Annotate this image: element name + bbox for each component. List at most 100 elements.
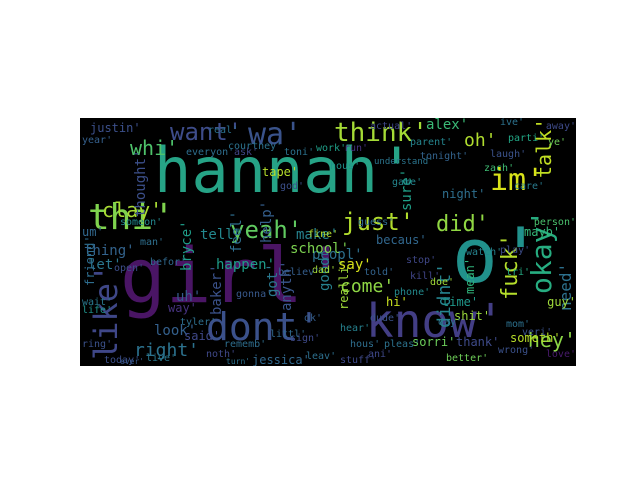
cloud-word: time' [442, 295, 479, 309]
cloud-word: want' [170, 118, 243, 146]
cloud-word: tri' [506, 267, 531, 278]
cloud-word: god' [280, 181, 305, 192]
cloud-word: wrong' [498, 345, 535, 356]
cloud-word: oh' [464, 130, 497, 151]
cloud-word: becaus' [376, 233, 427, 247]
cloud-word: girl' [120, 231, 349, 320]
cloud-word: yeah' [230, 216, 303, 244]
cloud-word: did' [436, 212, 489, 237]
cloud-word: school' [290, 241, 350, 257]
cloud-word: parti' [508, 133, 545, 144]
cloud-word: ani' [368, 349, 393, 360]
cloud-word: dont' [206, 305, 321, 349]
cloud-word: leav' [306, 351, 337, 362]
cloud-word: hey' [527, 328, 576, 352]
cloud-word: gonna' [236, 289, 273, 300]
cloud-word: realli' [337, 259, 351, 311]
cloud-word: baker' [209, 264, 225, 315]
cloud-word: let' [88, 257, 122, 273]
cloud-word: noth' [206, 349, 237, 360]
cloud-word: turn' [226, 357, 251, 366]
cloud-word: believ' [278, 267, 321, 278]
cloud-word: courtney' [228, 141, 283, 152]
cloud-word: play' [500, 245, 531, 256]
cloud-word: guess' [358, 217, 395, 228]
cloud-word: shit' [454, 309, 491, 323]
cloud-word: zach' [484, 163, 515, 174]
cloud-word: tell' [200, 227, 243, 243]
cloud-word: come' [340, 276, 395, 297]
cloud-word: know' [366, 294, 505, 348]
cloud-word: justin' [90, 121, 141, 135]
cloud-word: toni' [284, 147, 315, 158]
cloud-word: help' [259, 200, 275, 243]
cloud-word: love' [545, 349, 576, 360]
cloud-word: clay' [102, 198, 163, 222]
cloud-word: thank' [456, 335, 500, 349]
cloud-word: hi' [386, 295, 408, 309]
cloud-word: tonight' [420, 151, 469, 162]
cloud-word: ask' [234, 147, 259, 158]
cloud-word: mom' [506, 319, 531, 330]
cloud-word: thought' [133, 149, 149, 217]
cloud-word: better' [446, 353, 489, 364]
cloud-word: rememb' [224, 339, 267, 350]
cloud-word: laugh' [490, 149, 527, 160]
cloud-word: said' [184, 329, 221, 343]
cloud-word: ok' [304, 313, 323, 324]
cloud-word: ive' [500, 118, 525, 128]
cloud-word: told' [364, 267, 395, 278]
cloud-word: ye' [548, 137, 567, 148]
cloud-word: away' [545, 121, 576, 132]
cloud-word: live' [146, 353, 177, 364]
cloud-word: today' [104, 355, 141, 366]
cloud-word: tape' [262, 165, 299, 179]
cloud-word: watch' [466, 247, 503, 258]
cloud-word: um' [82, 225, 104, 239]
cloud-word: open' [114, 263, 145, 274]
cloud-word: alex' [426, 118, 469, 133]
cloud-word: hannah' [154, 134, 416, 207]
cloud-word: whi' [130, 136, 179, 160]
cloud-word: mean' [463, 258, 477, 295]
cloud-word: kill' [410, 271, 441, 282]
cloud-word: right' [134, 340, 200, 361]
cloud-word: feel' [229, 210, 245, 253]
cloud-word: sure' [399, 168, 415, 211]
cloud-word: tyler' [180, 317, 217, 328]
cloud-word: day' [438, 317, 463, 328]
cloud-word: phone' [394, 287, 431, 298]
cloud-word: sign' [290, 333, 321, 344]
cloud-word: veri' [522, 327, 553, 338]
cloud-word: uh' [176, 289, 202, 305]
cloud-word: wait' [82, 297, 113, 308]
cloud-word: ring' [82, 339, 113, 350]
cloud-word: night' [442, 187, 486, 201]
cloud-word: everyon' [186, 147, 235, 158]
cloud-word: guy' [547, 295, 576, 309]
word-cloud-canvas: hannah' girl' o' know' dont' thi' like' want' wa… [80, 118, 576, 366]
cloud-word: parent' [410, 137, 453, 148]
cloud-word: work' [316, 143, 347, 154]
cloud-word: look' [154, 323, 197, 339]
cloud-word: fine' [308, 229, 339, 240]
cloud-word: peopl' [312, 247, 363, 263]
cloud-word: hear' [340, 323, 371, 334]
cloud-word: run' [344, 143, 369, 154]
cloud-word: game' [392, 177, 423, 188]
cloud-word: hous' [330, 161, 361, 172]
cloud-word: someth' [510, 331, 561, 345]
cloud-word: think' [334, 118, 428, 148]
cloud-word: thing' [84, 243, 135, 259]
cloud-word: dude' [370, 313, 401, 324]
cloud-word: person' [533, 217, 576, 228]
cloud-word: littl' [270, 329, 307, 340]
cloud-word: im' [490, 163, 545, 198]
cloud-word: sorri' [412, 335, 456, 349]
cloud-word: actual' [370, 121, 413, 132]
cloud-word: year' [82, 135, 113, 146]
cloud-word: make' [296, 227, 339, 243]
cloud-word: o' [452, 211, 544, 300]
cloud-word: care' [514, 181, 545, 192]
cloud-word: wa' [248, 118, 303, 152]
